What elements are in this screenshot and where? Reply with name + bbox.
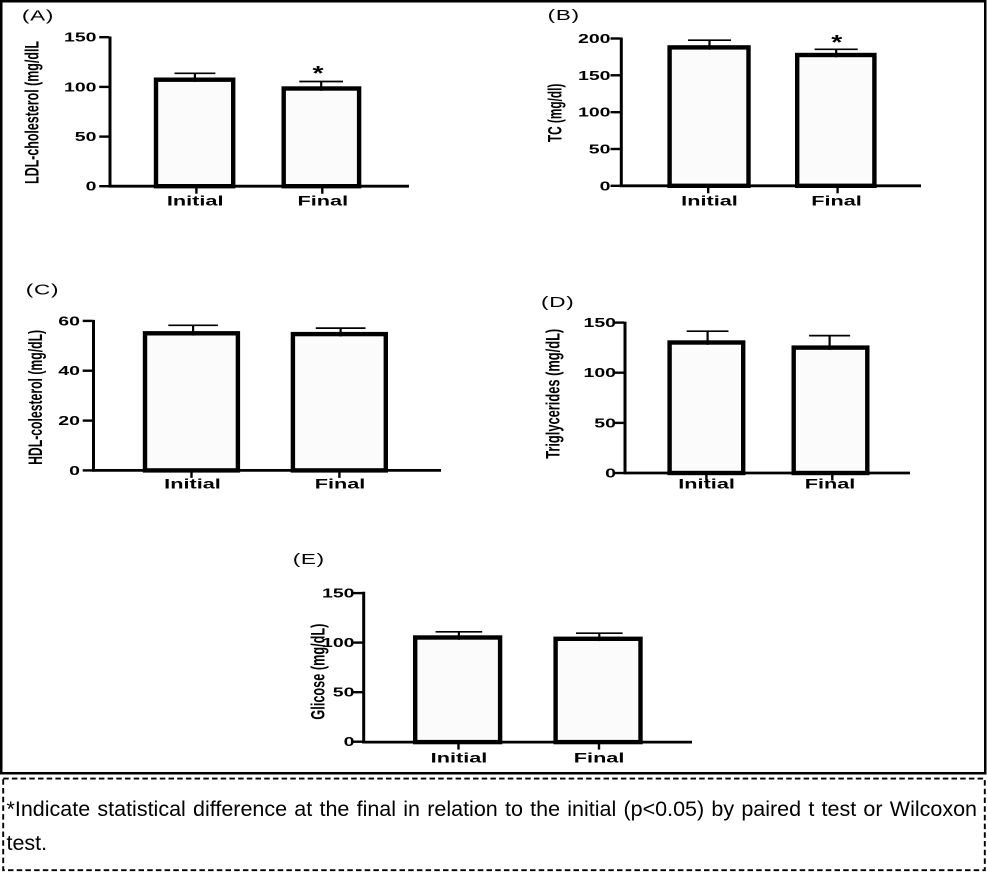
svg-text:0: 0: [86, 179, 97, 194]
svg-text:0: 0: [605, 466, 616, 481]
svg-text:Initial: Initial: [681, 192, 738, 208]
svg-text:Initial: Initial: [431, 749, 488, 765]
svg-text:(A): (A): [22, 8, 54, 24]
svg-text:Initial: Initial: [167, 192, 224, 208]
svg-text:100: 100: [578, 105, 611, 120]
svg-text:50: 50: [589, 142, 611, 157]
svg-text:40: 40: [58, 363, 80, 378]
svg-text:*: *: [312, 63, 324, 85]
svg-text:150: 150: [583, 315, 616, 330]
svg-text:100: 100: [583, 365, 616, 380]
svg-text:0: 0: [69, 463, 80, 478]
svg-text:(C): (C): [26, 282, 59, 298]
svg-text:0: 0: [344, 734, 355, 749]
svg-text:(D): (D): [541, 295, 574, 311]
svg-text:150: 150: [578, 68, 611, 83]
svg-text:Initial: Initial: [164, 475, 221, 491]
svg-text:*: *: [831, 32, 843, 54]
svg-text:100: 100: [322, 635, 355, 650]
svg-text:Final: Final: [805, 476, 856, 492]
svg-text:150: 150: [322, 586, 355, 601]
svg-text:150: 150: [64, 30, 97, 45]
svg-text:Final: Final: [297, 192, 348, 208]
svg-text:60: 60: [58, 314, 80, 329]
svg-text:0: 0: [600, 179, 611, 194]
svg-text:(E): (E): [293, 551, 325, 567]
svg-text:Final: Final: [315, 475, 366, 491]
svg-text:200: 200: [578, 31, 611, 46]
svg-text:(B): (B): [548, 8, 580, 24]
svg-text:TC (mg/dl): TC (mg/dl): [546, 84, 566, 142]
svg-text:50: 50: [333, 685, 355, 700]
svg-text:Glicose (mg/dL): Glicose (mg/dL): [309, 624, 329, 720]
svg-text:Final: Final: [574, 749, 625, 765]
svg-text:50: 50: [594, 416, 616, 431]
svg-text:Triglycerides (mg/dL): Triglycerides (mg/dL): [544, 329, 564, 459]
svg-text:100: 100: [64, 80, 97, 95]
svg-text:50: 50: [75, 129, 97, 144]
svg-text:LDL-cholesterol (mg/dlL: LDL-cholesterol (mg/dlL: [23, 41, 43, 184]
svg-text:HDL-colesterol (mg/dL): HDL-colesterol (mg/dL): [26, 330, 46, 465]
svg-text:Initial: Initial: [678, 476, 735, 492]
svg-text:Final: Final: [811, 192, 862, 208]
svg-text:20: 20: [58, 413, 80, 428]
